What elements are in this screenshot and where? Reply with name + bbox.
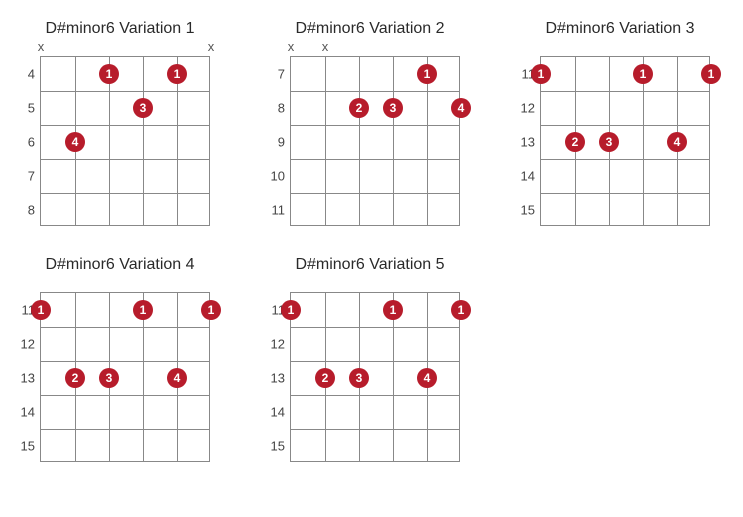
finger-dot: 4 bbox=[667, 132, 687, 152]
mute-marker: x bbox=[322, 39, 329, 54]
finger-dot: 4 bbox=[451, 98, 471, 118]
finger-dot: 2 bbox=[565, 132, 585, 152]
fret-number-label: 14 bbox=[11, 405, 35, 420]
finger-dot: 1 bbox=[417, 64, 437, 84]
fret-number-label: 14 bbox=[511, 169, 535, 184]
finger-dot: 1 bbox=[31, 300, 51, 320]
fret-number-label: 15 bbox=[261, 439, 285, 454]
fret-line bbox=[541, 125, 709, 126]
fret-number-label: 8 bbox=[261, 101, 285, 116]
chord-diagram: D#minor6 Variation 31112131415111234 bbox=[510, 20, 730, 226]
finger-dot: 4 bbox=[167, 368, 187, 388]
finger-dot: 3 bbox=[99, 368, 119, 388]
diagram-wrapper: 7891011xx1234 bbox=[290, 56, 480, 226]
string-line bbox=[393, 57, 394, 225]
finger-dot: 1 bbox=[167, 64, 187, 84]
fret-number-label: 13 bbox=[11, 371, 35, 386]
chord-diagram: D#minor6 Variation 41112131415111234 bbox=[10, 256, 230, 462]
finger-dot: 1 bbox=[281, 300, 301, 320]
finger-dot: 4 bbox=[65, 132, 85, 152]
fretboard: 1112131415111234 bbox=[540, 56, 710, 226]
finger-dot: 2 bbox=[65, 368, 85, 388]
finger-dot: 1 bbox=[531, 64, 551, 84]
chords-grid: D#minor6 Variation 145678xx1134D#minor6 … bbox=[10, 20, 733, 462]
fret-number-label: 10 bbox=[261, 169, 285, 184]
fret-number-label: 9 bbox=[261, 135, 285, 150]
finger-dot: 3 bbox=[599, 132, 619, 152]
finger-dot: 1 bbox=[451, 300, 471, 320]
fret-line bbox=[41, 125, 209, 126]
fret-line bbox=[291, 159, 459, 160]
fret-line bbox=[291, 429, 459, 430]
fret-line bbox=[291, 125, 459, 126]
string-line bbox=[325, 57, 326, 225]
fret-line bbox=[41, 395, 209, 396]
chord-title: D#minor6 Variation 2 bbox=[260, 20, 480, 38]
fret-line bbox=[41, 361, 209, 362]
fret-number-label: 7 bbox=[11, 169, 35, 184]
finger-dot: 1 bbox=[701, 64, 721, 84]
finger-dot: 1 bbox=[383, 300, 403, 320]
fret-line bbox=[291, 193, 459, 194]
finger-dot: 1 bbox=[99, 64, 119, 84]
diagram-wrapper: 1112131415111234 bbox=[540, 56, 730, 226]
finger-dot: 3 bbox=[383, 98, 403, 118]
fret-number-label: 12 bbox=[11, 337, 35, 352]
finger-dot: 3 bbox=[133, 98, 153, 118]
string-line bbox=[359, 57, 360, 225]
fret-line bbox=[541, 193, 709, 194]
fret-line bbox=[41, 159, 209, 160]
fret-line bbox=[541, 159, 709, 160]
fret-line bbox=[41, 429, 209, 430]
fret-line bbox=[291, 395, 459, 396]
fret-number-label: 15 bbox=[511, 203, 535, 218]
string-line bbox=[143, 57, 144, 225]
fret-number-label: 12 bbox=[511, 101, 535, 116]
fretboard: 45678xx1134 bbox=[40, 56, 210, 226]
fret-line bbox=[291, 327, 459, 328]
fret-line bbox=[41, 327, 209, 328]
fret-line bbox=[41, 91, 209, 92]
fret-line bbox=[41, 193, 209, 194]
finger-dot: 1 bbox=[633, 64, 653, 84]
fret-number-label: 15 bbox=[11, 439, 35, 454]
fretboard: 7891011xx1234 bbox=[290, 56, 460, 226]
mute-marker: x bbox=[208, 39, 215, 54]
fret-number-label: 12 bbox=[261, 337, 285, 352]
fretboard: 1112131415111234 bbox=[290, 292, 460, 462]
fretboard: 1112131415111234 bbox=[40, 292, 210, 462]
fret-number-label: 7 bbox=[261, 67, 285, 82]
finger-dot: 2 bbox=[315, 368, 335, 388]
fret-number-label: 14 bbox=[261, 405, 285, 420]
fret-number-label: 13 bbox=[261, 371, 285, 386]
finger-dot: 1 bbox=[201, 300, 221, 320]
fret-number-label: 11 bbox=[261, 203, 285, 218]
chord-diagram: D#minor6 Variation 1 4 5 6 7 8 x x 1 13 4 bbox=[10, 20, 230, 226]
finger-dot: 1 bbox=[133, 300, 153, 320]
chord-title: D#minor6 Variation 5 bbox=[260, 256, 480, 274]
fret-number-label: 5 bbox=[11, 101, 35, 116]
fret-number-label: 8 bbox=[11, 203, 35, 218]
fret-line bbox=[541, 91, 709, 92]
diagram-wrapper: 1112131415111234 bbox=[40, 292, 230, 462]
mute-marker: x bbox=[288, 39, 295, 54]
finger-dot: 2 bbox=[349, 98, 369, 118]
chord-title: D#minor6 Variation 4 bbox=[10, 256, 230, 274]
chord-title: D#minor6 Variation 3 bbox=[510, 20, 730, 38]
fret-line bbox=[291, 361, 459, 362]
diagram-wrapper: 1112131415111234 bbox=[290, 292, 480, 462]
fret-number-label: 13 bbox=[511, 135, 535, 150]
chord-diagram: D#minor6 Variation 2 7 8 9 10 11 x x 1 23 4 bbox=[260, 20, 480, 226]
fret-line bbox=[291, 91, 459, 92]
fret-number-label: 6 bbox=[11, 135, 35, 150]
finger-dot: 3 bbox=[349, 368, 369, 388]
finger-dot: 4 bbox=[417, 368, 437, 388]
diagram-wrapper: 45678xx1134 bbox=[40, 56, 230, 226]
chord-diagram: D#minor6 Variation 51112131415111234 bbox=[260, 256, 480, 462]
chord-title: D#minor6 Variation 1 bbox=[10, 20, 230, 38]
mute-marker: x bbox=[38, 39, 45, 54]
fret-number-label: 4 bbox=[11, 67, 35, 82]
